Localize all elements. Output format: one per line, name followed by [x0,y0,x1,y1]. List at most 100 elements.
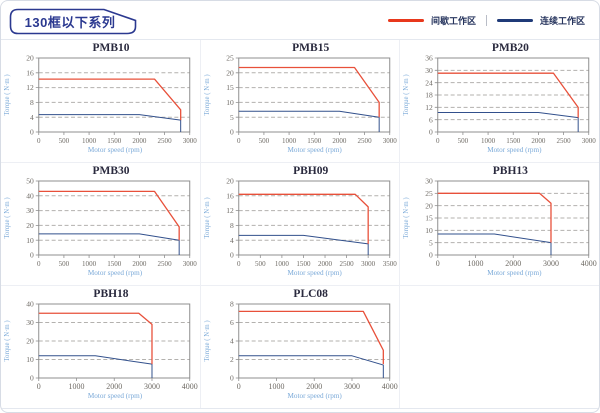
y-tick-label: 6 [429,115,433,124]
x-tick-label: 1500 [507,137,522,145]
chart-plc08: PLC08 Torque ( N·m ) 0 2 4 6 8 0 1000 2000 3000 4… [201,286,401,408]
x-tick-label: 0 [436,137,440,145]
x-tick-label: 2000 [506,259,522,268]
y-tick-label: 5 [429,238,433,247]
y-tick-label: 12 [26,83,34,92]
x-tick-label: 0 [37,382,41,391]
x-tick-label: 1500 [107,260,122,268]
y-tick-label: 4 [30,113,34,122]
x-tick-label: 500 [258,137,269,145]
x-tick-label: 3000 [543,259,559,268]
chart-pbh18: PBH18 Torque ( N·m ) 0 10 20 30 40 0 1000 2000 3… [1,286,201,408]
x-axis-label: Motor speed (rpm) [87,146,143,154]
chart-title: PBH18 [93,288,129,300]
x-tick-label: 3000 [344,382,360,391]
continuous-line-swatch [496,18,533,22]
y-tick-label: 5 [230,113,234,122]
x-axis-label: Motor speed (rpm) [287,269,342,277]
x-tick-label: 2000 [132,260,147,268]
y-tick-label: 30 [26,318,34,327]
y-tick-label: 25 [226,54,234,63]
legend-item-intermittent: 间歇工作区 [387,14,476,27]
y-tick-label: 20 [26,221,34,230]
x-tick-label: 500 [59,260,70,268]
x-axis-label: Motor speed (rpm) [87,392,143,400]
y-tick-label: 12 [426,103,434,112]
continuous-line [38,233,180,255]
page-header: 130框以下系列 间歇工作区 连续工作区 [1,1,599,39]
chart-canvas-pmb10: 0 4 8 12 16 20 0 500 1000 1500 2000 2500 3000 [26,54,198,145]
chart-row-3: PBH18 Torque ( N·m ) 0 10 20 30 40 0 1000 2000 3… [1,286,599,408]
chart-canvas-pbh09: 0 4 8 12 16 20 0 500 1000 1500 2000 2500 3000 3500 [226,177,397,268]
chart-grid: PMB10 Torque ( N·m ) 0 4 8 12 16 20 0 500 1000 15… [1,39,599,409]
y-tick-label: 20 [226,68,234,77]
x-tick-label: 4000 [381,382,397,391]
y-tick-label: 40 [26,300,34,309]
x-tick-label: 3000 [361,260,376,268]
chart-title: PBH13 [492,165,528,177]
x-tick-label: 2000 [332,137,347,145]
x-axis-label: Motor speed (rpm) [287,392,342,400]
title-box-outline [9,8,137,34]
chart-title: PBH09 [293,165,329,177]
continuous-line [438,233,552,255]
continuous-line [38,355,153,378]
x-tick-label: 500 [458,137,469,145]
x-tick-label: 3000 [183,137,198,145]
y-tick-label: 16 [226,191,234,200]
x-tick-label: 1000 [275,260,290,268]
y-tick-label: 20 [226,177,234,186]
continuous-line [438,111,580,132]
x-tick-label: 1000 [481,137,496,145]
chart-pbh13: PBH13 Torque ( N·m ) 0 5 10 15 20 25 30 0 1000 20… [400,163,599,285]
x-axis-label: Motor speed (rpm) [87,269,143,277]
chart-pmb15: PMB15 Torque ( N·m ) 0 5 10 15 20 25 0 500 1000 1… [201,40,401,162]
intermittent-line-swatch [387,18,424,22]
intermittent-line [38,190,180,241]
y-tick-label: 0 [30,374,34,383]
x-tick-label: 2500 [158,260,173,268]
chart-title: PMB15 [292,42,330,54]
x-tick-label: 3000 [582,137,597,145]
intermittent-line [438,72,580,118]
x-tick-label: 2000 [106,382,122,391]
chart-pmb20: PMB20 Torque ( N·m ) 0 6 12 18 24 30 36 0 500 100… [400,40,599,162]
x-tick-label: 2500 [158,137,173,145]
plot-border [38,57,191,133]
y-tick-label: 16 [26,68,34,77]
y-tick-label: 0 [30,128,34,137]
legend-item-continuous: 连续工作区 [496,14,585,27]
series-title-box: 130框以下系列 [9,8,137,35]
x-tick-label: 3500 [382,260,397,268]
chart-row-1: PMB10 Torque ( N·m ) 0 4 8 12 16 20 0 500 1000 15… [1,40,599,163]
plot-border [38,180,191,256]
y-tick-label: 20 [26,54,34,63]
chart-canvas-pmb20: 0 6 12 18 24 30 36 0 500 1000 1500 2000 2500 3000 [426,54,597,145]
x-axis-label: Motor speed (rpm) [487,146,542,154]
chart-canvas-pmb15: 0 5 10 15 20 25 0 500 1000 1500 2000 2500 3000 [226,54,397,145]
chart-title: PMB20 [491,42,529,54]
intermittent-line [238,310,384,365]
legend-label-continuous: 连续工作区 [539,15,585,26]
chart-pmb30: PMB30 Torque ( N·m ) 0 10 20 30 40 50 0 500 1000… [1,163,201,285]
x-axis-label: Motor speed (rpm) [487,269,542,277]
y-tick-label: 0 [230,374,234,383]
y-tick-label: 30 [426,66,434,75]
y-tick-label: 20 [26,337,34,346]
x-tick-label: 3000 [183,260,198,268]
chart-pbh09: PBH09 Torque ( N·m ) 0 4 8 12 16 20 0 500 1000 15… [201,163,401,285]
legend-separator [485,14,487,26]
x-tick-label: 1000 [268,382,284,391]
continuous-line [38,114,182,132]
y-tick-label: 24 [426,78,434,87]
empty-cell [400,286,599,408]
x-tick-label: 2500 [357,137,372,145]
chart-title: PLC08 [293,288,328,300]
chart-canvas-plc08: 0 2 4 6 8 0 1000 2000 3000 4000 [230,300,398,391]
intermittent-line [238,66,380,118]
x-axis-label: Motor speed (rpm) [287,146,342,154]
x-tick-label: 0 [436,259,440,268]
x-tick-label: 1500 [307,137,322,145]
x-tick-label: 3000 [382,137,397,145]
